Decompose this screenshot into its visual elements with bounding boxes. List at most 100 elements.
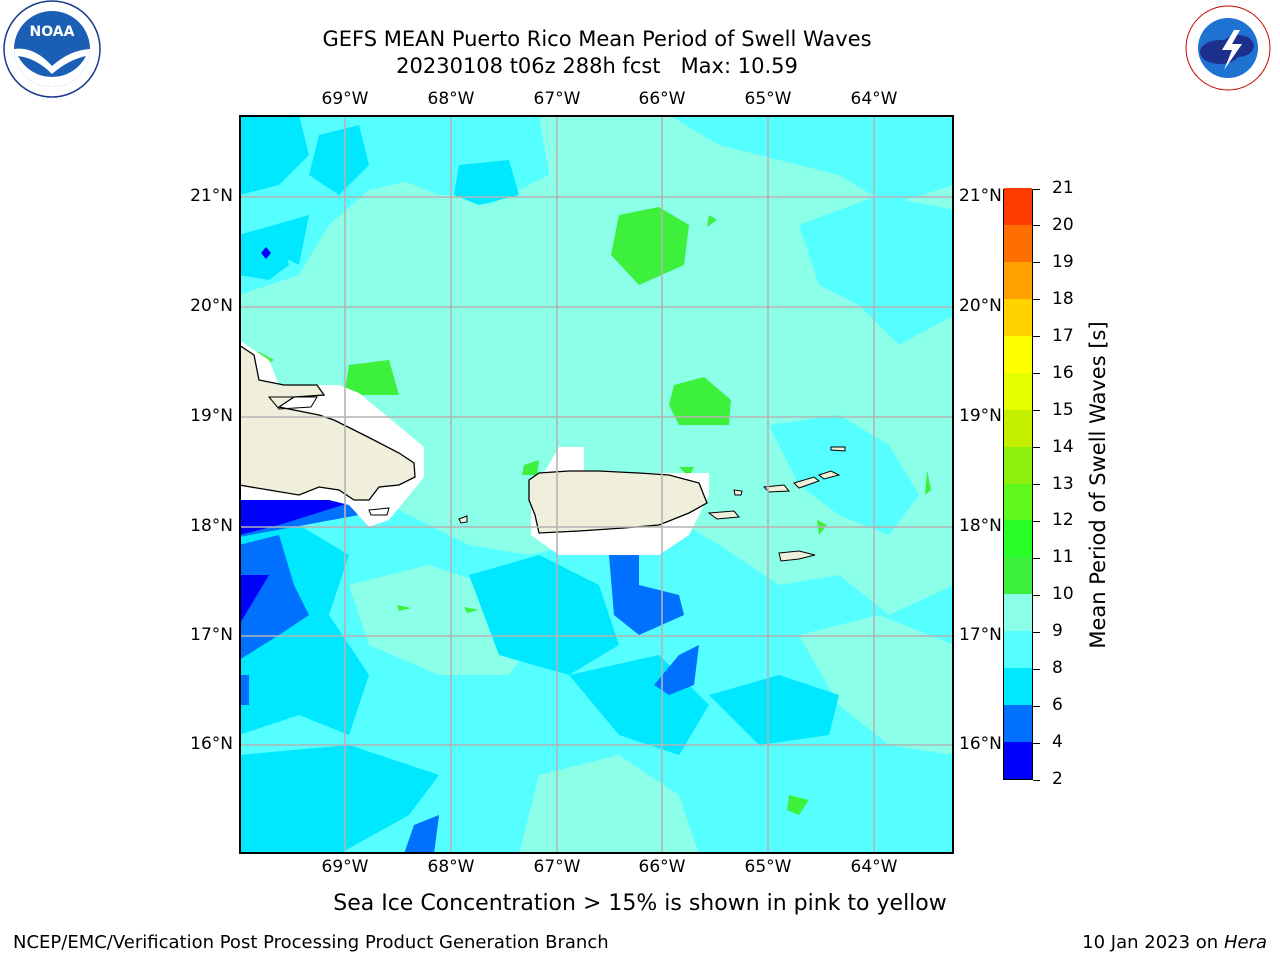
culebra-island (733, 489, 743, 496)
anegada-island (830, 446, 846, 452)
colorbar-tick-label: 10 (1052, 584, 1074, 605)
colorbar-tick-label: 18 (1052, 288, 1074, 309)
colorbar-segment (1004, 187, 1032, 225)
lat-label-left-18n: 18°N (190, 516, 233, 536)
lon-label-top-65w: 65°W (744, 89, 792, 109)
map-title: GEFS MEAN Puerto Rico Mean Period of Swe… (322, 27, 872, 51)
colorbar-segment (1004, 298, 1032, 336)
colorbar-tick-mark (1033, 484, 1040, 485)
colorbar-tick-label: 6 (1052, 695, 1063, 716)
map-frame (239, 115, 954, 854)
colorbar-tick-mark (1033, 336, 1040, 338)
colorbar-tick-label: 20 (1052, 214, 1074, 235)
lon-label-bottom-65w: 65°W (744, 857, 792, 877)
lon-label-top-66w: 66°W (638, 89, 686, 109)
colorbar-tick-mark (1033, 594, 1040, 596)
contour-10-11-north (611, 207, 689, 285)
contour-10-11-center (669, 377, 731, 425)
colorbar-tick-mark (1033, 668, 1040, 670)
lat-label-right-16n: 16°N (959, 734, 1002, 754)
contour-4-6-bottom-blob (404, 815, 439, 854)
colorbar-tick-label: 2 (1052, 769, 1063, 789)
colorbar-tick-label: 8 (1052, 658, 1063, 679)
contour-4-6-south-blob (654, 645, 699, 695)
sea-ice-note: Sea Ice Concentration > 15% is shown in … (333, 891, 947, 916)
colorbar-tick-label: 15 (1052, 399, 1074, 420)
colorbar-tick-label: 17 (1052, 325, 1074, 346)
footer-date-text: 10 Jan 2023 on (1082, 932, 1224, 953)
colorbar-tick-label: 9 (1052, 621, 1063, 642)
contour-6-8-north-strip (309, 125, 369, 195)
colorbar-segment (1004, 741, 1032, 779)
hispaniola-landmass (239, 344, 416, 501)
colorbar-tick-mark (1033, 262, 1040, 264)
colorbar-tick-label: 4 (1052, 732, 1063, 753)
lon-label-bottom-66w: 66°W (638, 857, 686, 877)
map-subtitle: 20230108 t06z 288h fcst Max: 10.59 (396, 54, 798, 78)
colorbar-tick-mark (1033, 188, 1040, 190)
lon-label-bottom-64w: 64°W (850, 857, 898, 877)
colorbar-tick-mark (1033, 779, 1040, 781)
colorbar-tick-label: 16 (1052, 362, 1074, 383)
colorbar-tick-label: 11 (1052, 547, 1074, 568)
colorbar-tick-label: 14 (1052, 436, 1074, 457)
lat-label-left-16n: 16°N (190, 734, 233, 754)
colorbar-tick-label: 19 (1052, 251, 1074, 272)
colorbar-tick-label: 12 (1052, 510, 1074, 531)
colorbar-segment (1004, 667, 1032, 706)
colorbar-tick-mark (1033, 373, 1040, 375)
contour-6-8-se-blob (709, 675, 839, 745)
lat-label-right-20n: 20°N (959, 296, 1002, 316)
colorbar-tick-mark (1033, 299, 1040, 301)
colorbar-segment (1004, 372, 1032, 410)
colorbar-tick-label: 13 (1052, 473, 1074, 494)
tortola-island (817, 470, 841, 480)
lon-label-top-68w: 68°W (427, 89, 475, 109)
contour-8-9-ne (669, 115, 954, 205)
lat-label-left-17n: 17°N (190, 625, 233, 645)
lat-label-left-21n: 21°N (190, 186, 233, 206)
colorbar-tick-mark (1033, 447, 1040, 449)
lon-label-top-67w: 67°W (533, 89, 581, 109)
swell-period-map (239, 115, 954, 854)
lon-label-top-69w: 69°W (321, 89, 369, 109)
footer-date: 10 Jan 2023 on Hera (1082, 932, 1267, 953)
contour-4-6-sw (239, 535, 309, 660)
footer-branch: NCEP/EMC/Verification Post Processing Pr… (13, 932, 609, 953)
contour-2-4-diamond (261, 247, 271, 259)
colorbar-segment (1004, 335, 1032, 373)
noaa-logo-text: NOAA (30, 24, 75, 40)
lat-label-right-19n: 19°N (959, 406, 1002, 426)
colorbar-tick-mark (1033, 631, 1040, 633)
lat-label-left-19n: 19°N (190, 406, 233, 426)
contour-6-8-diamond-surround (249, 225, 294, 275)
colorbar (1003, 187, 1033, 780)
footer-machine: Hera (1223, 932, 1267, 953)
lon-label-bottom-67w: 67°W (533, 857, 581, 877)
lon-label-bottom-68w: 68°W (427, 857, 475, 877)
colorbar-segment (1004, 593, 1032, 632)
colorbar-segment (1004, 519, 1032, 558)
colorbar-ticks: 2 4 6 8 9 10 11 12 13 14 15 16 17 18 19 20 21 (1033, 178, 1093, 789)
st-john-island (793, 476, 821, 489)
colorbar-tick-mark (1033, 225, 1040, 227)
colorbar-tick-mark (1033, 742, 1040, 744)
contour-4-6-south-pr (609, 555, 684, 635)
contour-10-11-west (344, 360, 399, 395)
colorbar-label: Mean Period of Swell Waves [s] (1086, 321, 1110, 649)
mona-island (458, 515, 468, 524)
colorbar-segment (1004, 483, 1032, 521)
colorbar-segment (1004, 409, 1032, 447)
colorbar-tick-label: 21 (1052, 178, 1074, 198)
noaa-logo: NOAA (3, 0, 101, 98)
lat-label-right-21n: 21°N (959, 186, 1002, 206)
colorbar-tick-mark (1033, 520, 1040, 522)
lat-label-right-18n: 18°N (959, 516, 1002, 536)
contour-6-8-south-central (469, 555, 619, 675)
colorbar-segment (1004, 261, 1032, 299)
nws-logo (1185, 5, 1271, 91)
colorbar-tick-mark (1033, 557, 1040, 559)
lat-label-right-17n: 17°N (959, 625, 1002, 645)
colorbar-tick-mark (1033, 410, 1040, 412)
